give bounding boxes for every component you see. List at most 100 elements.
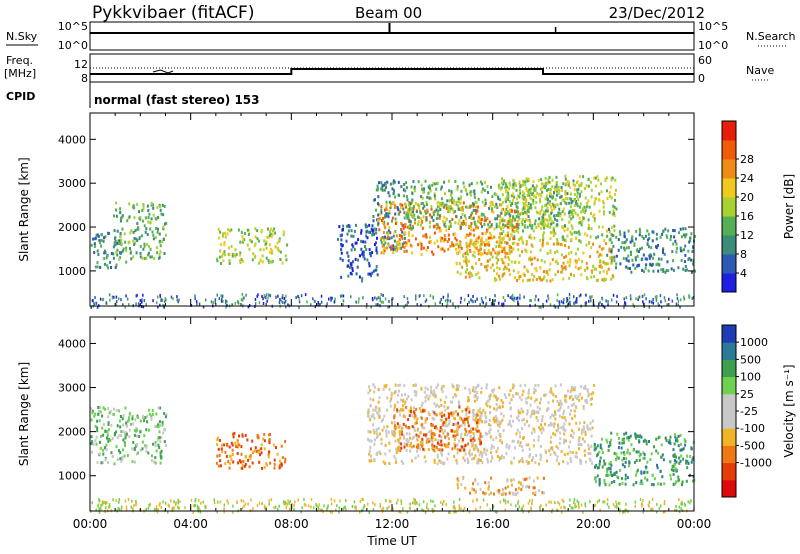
echo-cell (553, 451, 556, 455)
echo-cell (595, 480, 598, 484)
colorbar-tick-label: 16 (740, 210, 754, 223)
ground-scatter-cell (198, 302, 201, 306)
echo-cell (610, 277, 613, 281)
echo-cell (547, 424, 550, 427)
echo-cell (598, 462, 601, 466)
ground-scatter-cell (135, 302, 137, 306)
echo-cell (541, 205, 544, 209)
echo-cell (505, 190, 508, 194)
echo-cell (470, 216, 473, 220)
echo-cell (258, 460, 261, 464)
echo-cell (482, 408, 485, 412)
echo-cell (155, 227, 158, 230)
echo-cell (421, 226, 424, 230)
echo-cell (471, 452, 473, 456)
echo-cell (425, 432, 428, 436)
echo-cell (584, 433, 587, 436)
echo-cell (517, 248, 520, 252)
echo-cell (562, 425, 565, 429)
echo-cell (470, 430, 473, 434)
ground-scatter-cell (522, 510, 524, 514)
echo-cell (420, 217, 422, 221)
echo-cell (448, 412, 451, 416)
echo-cell (161, 240, 164, 244)
echo-cell (649, 458, 652, 462)
echo-cell (369, 404, 372, 408)
echo-cell (395, 222, 397, 225)
echo-cell (229, 229, 231, 233)
echo-cell (339, 234, 342, 238)
ground-scatter-cell (472, 499, 474, 503)
echo-cell (441, 385, 444, 389)
echo-cell (570, 210, 573, 214)
echo-cell (477, 236, 480, 240)
ground-scatter-cell (519, 293, 521, 297)
echo-cell (240, 230, 243, 234)
ground-scatter-cell (341, 294, 343, 298)
echo-cell (493, 269, 496, 273)
echo-cell (592, 215, 595, 218)
echo-cell (463, 214, 466, 218)
echo-cell (465, 413, 468, 417)
echo-cell (482, 491, 485, 495)
colorbar-segment (722, 216, 736, 236)
ground-scatter-cell (202, 500, 204, 504)
ground-scatter-cell (351, 505, 354, 508)
echo-cell (223, 250, 226, 254)
echo-cell (551, 448, 554, 452)
echo-cell (639, 434, 642, 438)
echo-cell (488, 493, 491, 497)
y-tick-label: 1000 (58, 265, 86, 278)
echo-cell (230, 441, 233, 445)
echo-cell (608, 230, 611, 234)
echo-cell (611, 256, 614, 260)
echo-cell (157, 425, 160, 429)
ground-scatter-cell (589, 500, 591, 504)
echo-cell (94, 265, 97, 269)
echo-cell (566, 197, 569, 201)
echo-cell (568, 215, 571, 219)
echo-cell (97, 409, 100, 413)
echo-cell (593, 217, 596, 221)
echo-cell (563, 438, 566, 442)
ground-scatter-cell (569, 498, 571, 502)
echo-cell (692, 456, 695, 460)
echo-cell (461, 222, 464, 226)
ground-scatter-cell (204, 506, 207, 510)
echo-cell (593, 176, 596, 180)
echo-cell (429, 235, 431, 239)
ground-scatter-cell (578, 505, 580, 509)
echo-cell (629, 434, 632, 438)
echo-cell (458, 218, 461, 222)
echo-cell (152, 442, 155, 446)
echo-cell (518, 180, 521, 184)
echo-cell (534, 195, 537, 199)
echo-cell (500, 258, 503, 261)
echo-cell (673, 453, 676, 457)
echo-cell (609, 473, 612, 476)
echo-cell (426, 203, 428, 207)
echo-cell (570, 388, 573, 392)
echo-cell (538, 489, 541, 492)
echo-cell (617, 456, 620, 460)
ground-scatter-cell (562, 500, 565, 503)
nave-label: Nave (746, 64, 774, 77)
echo-cell (127, 416, 130, 420)
echo-cell (420, 183, 423, 187)
echo-cell (648, 256, 651, 260)
echo-cell (580, 431, 583, 435)
echo-cell (540, 208, 543, 212)
ground-scatter-cell (439, 301, 441, 305)
echo-cell (367, 272, 370, 276)
echo-cell (679, 442, 682, 446)
echo-cell (462, 445, 465, 449)
echo-cell (518, 238, 521, 242)
echo-cell (444, 192, 446, 196)
echo-cell (547, 178, 550, 182)
ground-scatter-cell (269, 294, 272, 298)
echo-cell (512, 179, 515, 183)
echo-cell (431, 438, 434, 442)
echo-cell (98, 419, 101, 423)
echo-cell (271, 249, 274, 253)
echo-cell (442, 431, 445, 435)
